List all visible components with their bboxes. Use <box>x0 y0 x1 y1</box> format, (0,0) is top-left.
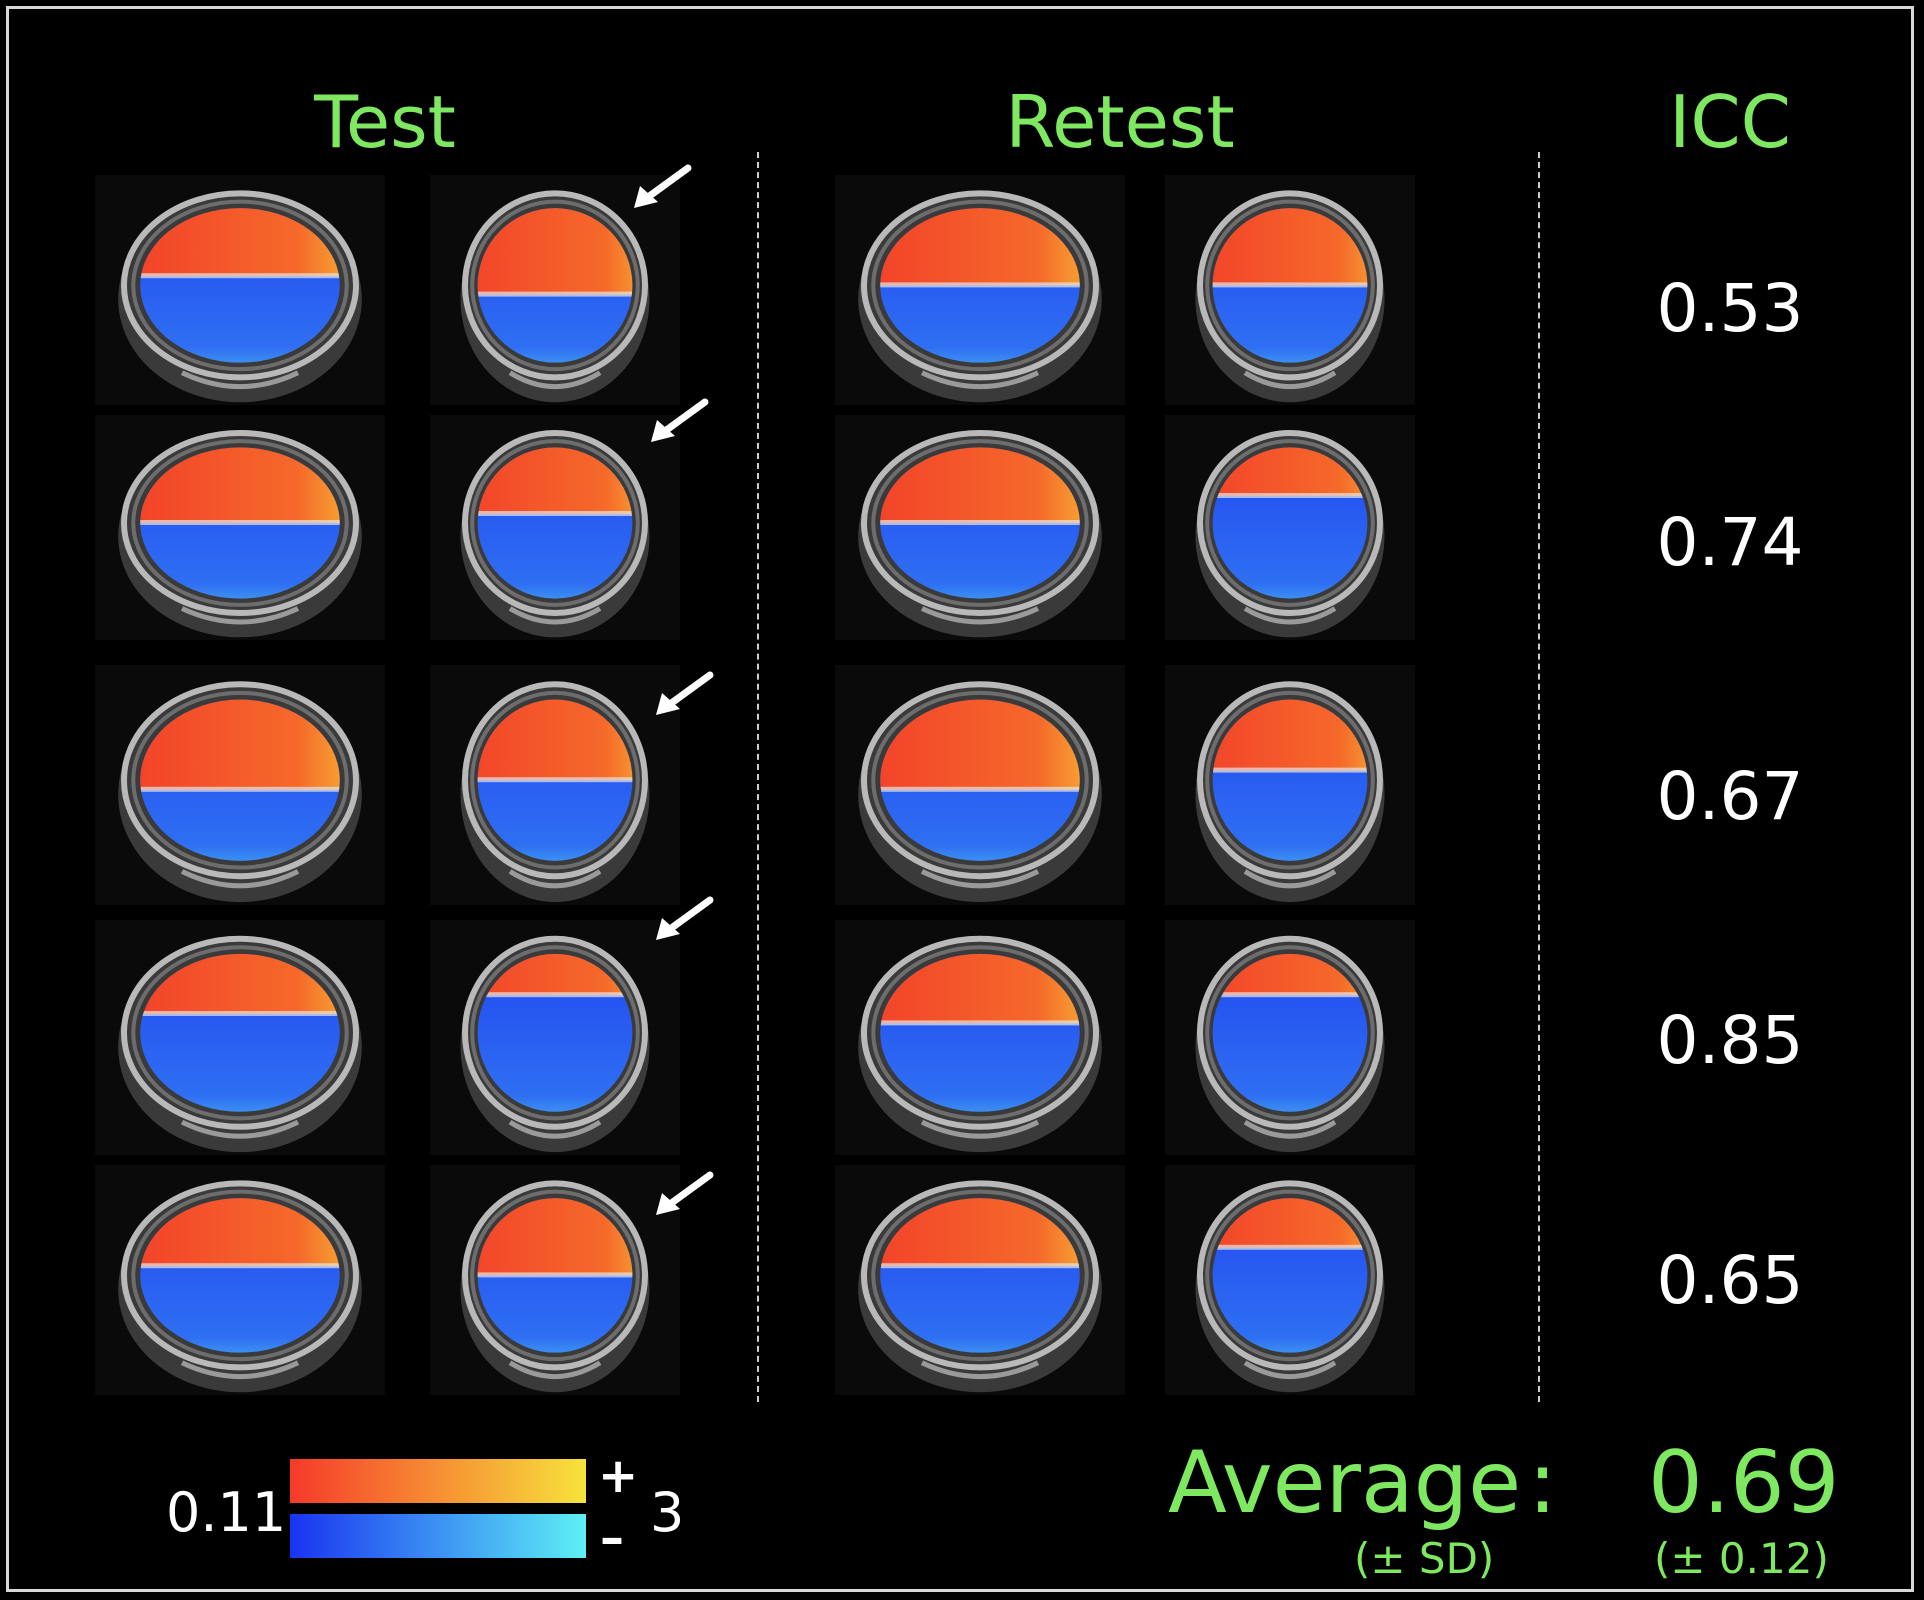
brain-scan-retest-coronal-row-5 <box>1165 1165 1415 1395</box>
average-sd-label: (± SD) <box>1354 1534 1495 1583</box>
colorbar-negative <box>290 1514 586 1558</box>
brain-scan-retest-sagittal-row-2 <box>835 415 1125 640</box>
brain-scan-test-sagittal-row-5 <box>95 1165 385 1395</box>
brain-scan-test-coronal-row-2 <box>430 415 680 640</box>
brain-scan-retest-sagittal-row-4 <box>835 920 1125 1155</box>
header-retest: Retest <box>1005 80 1235 164</box>
arrow-icon-row-5 <box>656 1171 714 1215</box>
average-label: Average <box>1168 1433 1522 1533</box>
brain-scan-retest-sagittal-row-3 <box>835 665 1125 905</box>
icc-value-row-1: 0.53 <box>1656 270 1804 347</box>
average-sd-value: (± 0.12) <box>1654 1534 1829 1583</box>
brain-scan-test-sagittal-row-2 <box>95 415 385 640</box>
separator-retest-icc <box>1538 152 1540 1402</box>
average-colon: : <box>1528 1433 1557 1533</box>
figure-frame <box>6 6 1914 1592</box>
brain-scan-test-sagittal-row-3 <box>95 665 385 905</box>
brain-scan-retest-coronal-row-3 <box>1165 665 1415 905</box>
brain-scan-retest-coronal-row-2 <box>1165 415 1415 640</box>
colorbar-plus-sign: + <box>598 1448 639 1504</box>
brain-scan-test-sagittal-row-1 <box>95 175 385 405</box>
brain-scan-retest-coronal-row-1 <box>1165 175 1415 405</box>
icc-value-row-4: 0.85 <box>1656 1002 1804 1079</box>
brain-scan-retest-sagittal-row-5 <box>835 1165 1125 1395</box>
brain-scan-test-coronal-row-5 <box>430 1165 680 1395</box>
icc-value-row-5: 0.65 <box>1656 1242 1804 1319</box>
brain-scan-retest-sagittal-row-1 <box>835 175 1125 405</box>
colorbar-threshold-label: 0.11 <box>166 1481 287 1544</box>
header-test: Test <box>314 80 456 164</box>
brain-scan-test-coronal-row-1 <box>430 175 680 405</box>
arrow-icon-row-2 <box>651 398 709 442</box>
arrow-icon-row-3 <box>656 671 714 715</box>
colorbar-max-label: 3 <box>650 1481 685 1544</box>
brain-scan-test-sagittal-row-4 <box>95 920 385 1155</box>
arrow-icon-row-1 <box>634 164 692 208</box>
icc-value-row-2: 0.74 <box>1656 504 1804 581</box>
brain-scan-test-coronal-row-4 <box>430 920 680 1155</box>
arrow-icon-row-4 <box>656 896 714 940</box>
brain-scan-retest-coronal-row-4 <box>1165 920 1415 1155</box>
colorbar-minus-sign: – <box>600 1510 624 1566</box>
average-value: 0.69 <box>1648 1433 1840 1533</box>
brain-scan-test-coronal-row-3 <box>430 665 680 905</box>
header-icc: ICC <box>1669 80 1791 164</box>
icc-value-row-3: 0.67 <box>1656 758 1804 835</box>
colorbar-positive <box>290 1459 586 1503</box>
separator-test-retest <box>757 152 759 1402</box>
